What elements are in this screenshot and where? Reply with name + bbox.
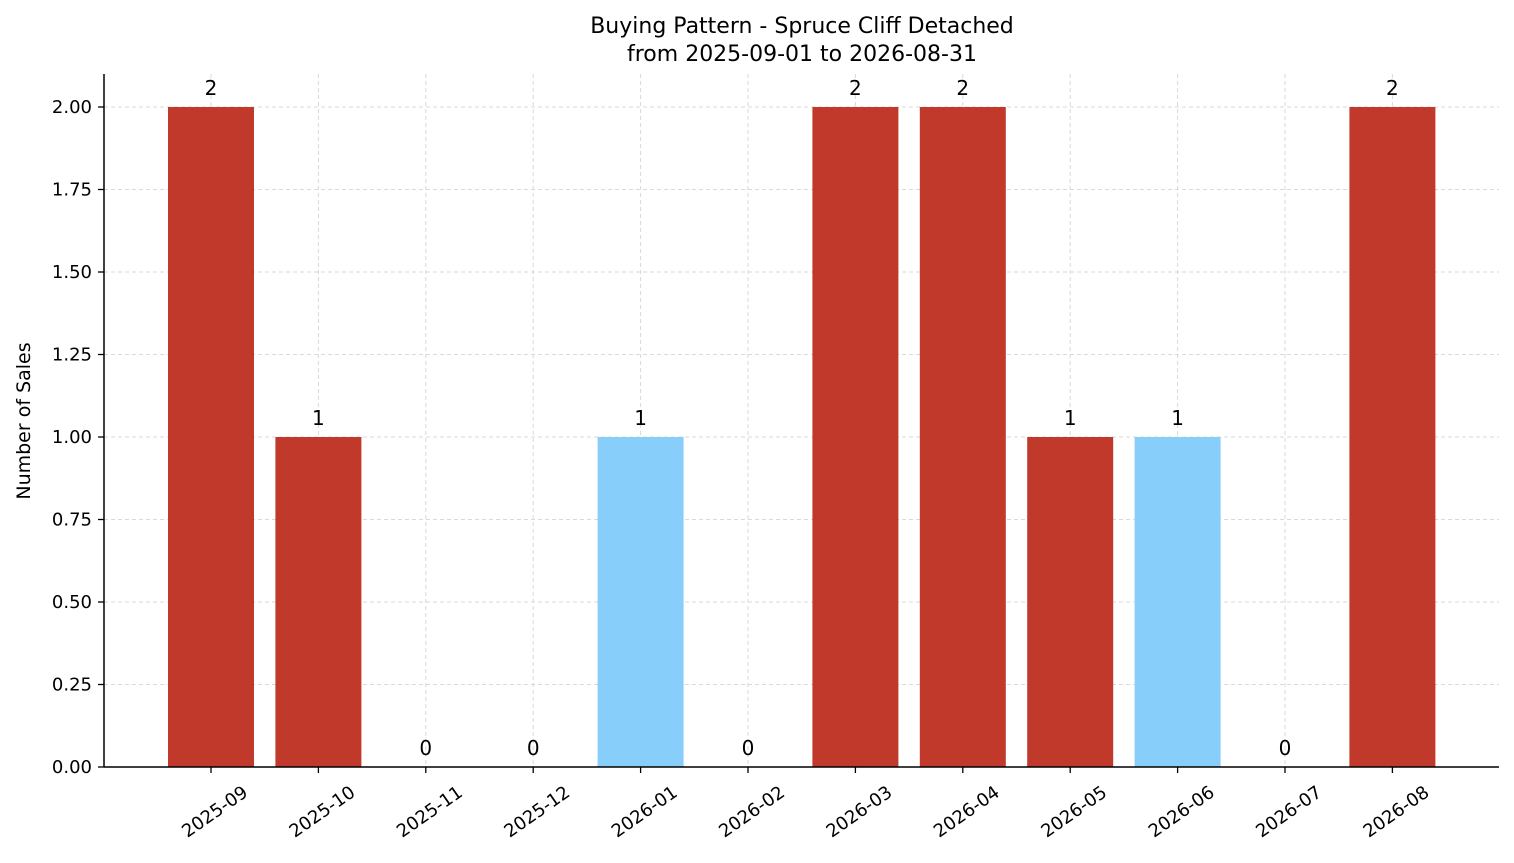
bar-2025-09 xyxy=(168,107,254,767)
x-tick-label: 2026-07 xyxy=(1252,782,1326,842)
x-tick-label: 2025-09 xyxy=(178,782,252,842)
bar-2025-10 xyxy=(275,437,362,767)
data-label: 0 xyxy=(419,736,432,760)
x-tick-label: 2026-05 xyxy=(1037,782,1111,842)
x-tick-label: 2026-06 xyxy=(1145,782,1219,842)
bar-2026-03 xyxy=(812,107,899,767)
chart-subtitle: from 2025-09-01 to 2026-08-31 xyxy=(627,42,977,67)
data-label: 2 xyxy=(205,76,218,100)
y-tick-label: 0.00 xyxy=(52,757,92,778)
data-label: 2 xyxy=(849,76,862,100)
x-tick-label: 2026-01 xyxy=(608,782,682,842)
data-label: 1 xyxy=(312,406,325,430)
bar-2026-05 xyxy=(1027,437,1114,767)
x-tick-label: 2026-03 xyxy=(823,782,897,842)
data-label: 0 xyxy=(742,736,755,760)
data-label: 2 xyxy=(1386,76,1399,100)
y-tick-label: 1.50 xyxy=(52,262,92,283)
bar-2026-06 xyxy=(1134,437,1221,767)
data-label: 1 xyxy=(1171,406,1184,430)
chart-title: Buying Pattern - Spruce Cliff Detached xyxy=(590,14,1014,39)
data-label: 1 xyxy=(1064,406,1077,430)
data-label: 0 xyxy=(1279,736,1292,760)
x-tick-label: 2026-08 xyxy=(1360,782,1434,842)
y-tick-label: 1.00 xyxy=(52,427,92,448)
bar-2026-04 xyxy=(919,107,1006,767)
bar-2026-08 xyxy=(1349,107,1436,767)
y-tick-label: 2.00 xyxy=(52,97,92,118)
data-label: 1 xyxy=(634,406,647,430)
data-labels-layer: 2 1 0 0 1 0 2 2 1 1 0 2 xyxy=(205,76,1399,760)
data-label: 0 xyxy=(527,736,540,760)
x-tick-label: 2026-02 xyxy=(715,782,789,842)
bar-2026-01 xyxy=(597,437,684,767)
x-tick-label: 2025-12 xyxy=(500,782,574,842)
data-label: 2 xyxy=(956,76,969,100)
bars-layer xyxy=(168,107,1436,767)
y-axis-label: Number of Sales xyxy=(13,342,35,499)
x-tick-label: 2025-10 xyxy=(286,782,360,842)
x-tick-label: 2025-11 xyxy=(393,782,467,842)
y-tick-label: 0.75 xyxy=(52,510,92,531)
y-tick-label: 1.75 xyxy=(52,180,92,201)
x-tick-label: 2026-04 xyxy=(930,782,1004,842)
y-tick-label: 0.50 xyxy=(52,592,92,613)
y-tick-label: 0.25 xyxy=(52,675,92,696)
y-tick-label: 1.25 xyxy=(52,345,92,366)
